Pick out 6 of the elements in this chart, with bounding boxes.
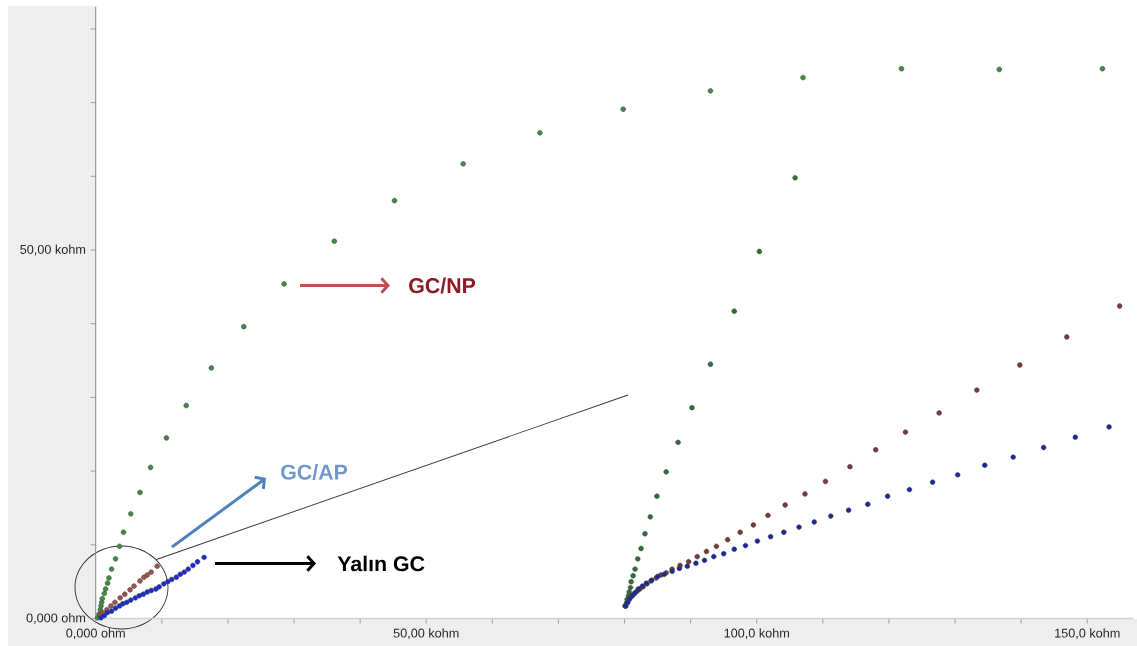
x-tick-label: 150,0 kohm — [1055, 628, 1120, 640]
annotation: GC/NP — [409, 277, 476, 294]
x-tick-label: 0,000 ohm — [66, 628, 125, 640]
x-tick-label: 50,00 kohm — [393, 628, 459, 640]
annotation: Yalın GC — [337, 555, 425, 572]
x-tick-label: 100,0 kohm — [724, 628, 789, 640]
